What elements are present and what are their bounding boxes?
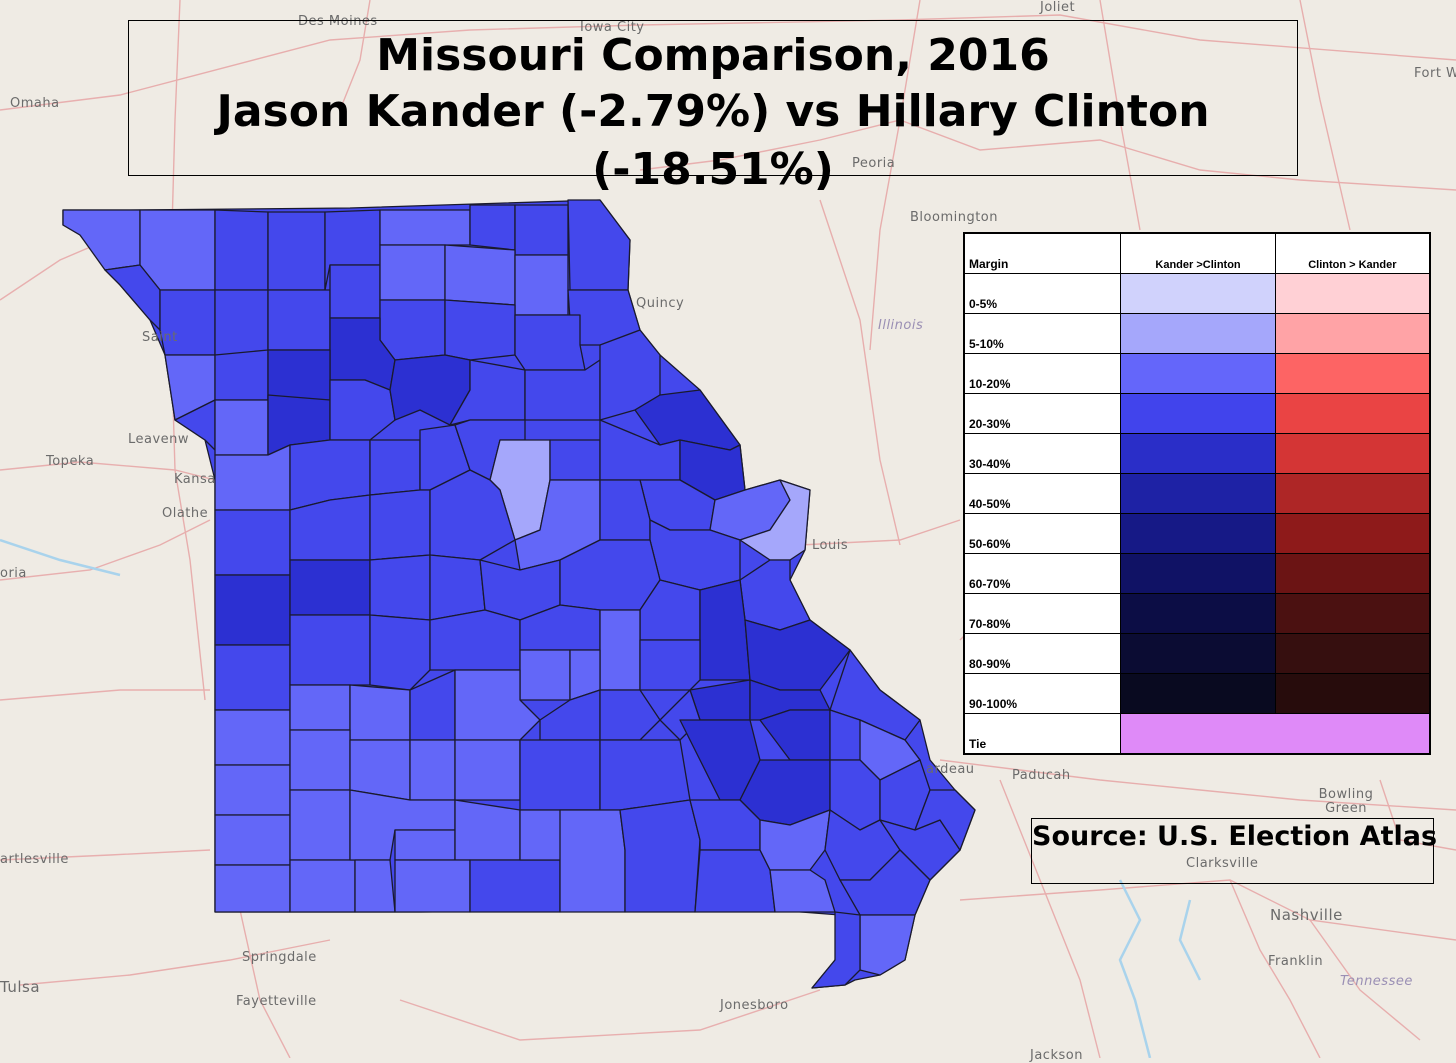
city-label: Quincy (636, 296, 685, 311)
legend-row: 20-30% (963, 393, 1431, 434)
legend-clinton-swatch (1274, 633, 1431, 674)
legend-clinton-swatch (1274, 393, 1431, 434)
city-label: Paducah (1012, 768, 1071, 783)
margin-legend: Margin Kander >Clinton Clinton > Kander … (963, 232, 1431, 755)
legend-row: 70-80% (963, 593, 1431, 634)
legend-clinton-swatch (1274, 273, 1431, 314)
legend-range-label: 30-40% (963, 433, 1122, 474)
legend-range-label: 10-20% (963, 353, 1122, 394)
city-label: Fort W (1414, 66, 1456, 81)
city-label: Nashville (1270, 906, 1343, 924)
city-label: Fayetteville (236, 994, 317, 1009)
legend-range-label: 50-60% (963, 513, 1122, 554)
legend-range-label: 60-70% (963, 553, 1122, 594)
source-label: Source: U.S. Election Atlas (1032, 821, 1438, 852)
city-label: Olathe (162, 506, 209, 521)
legend-kander-swatch (1120, 273, 1276, 314)
city-label: Louis (812, 538, 849, 553)
legend-kander-swatch (1120, 593, 1276, 634)
map-subtitle: Jason Kander (-2.79%) vs Hillary Clinton… (216, 86, 1210, 195)
city-label: Franklin (1268, 954, 1324, 969)
legend-table: Margin Kander >Clinton Clinton > Kander … (963, 233, 1431, 754)
city-label: Springdale (242, 950, 317, 965)
source-box: Source: U.S. Election Atlas (1031, 818, 1438, 884)
legend-range-label: 20-30% (963, 393, 1122, 434)
legend-row: 90-100% (963, 673, 1431, 714)
legend-row: 50-60% (963, 513, 1431, 554)
legend-row: 5-10% (963, 313, 1431, 354)
legend-range-label: 5-10% (963, 313, 1122, 354)
legend-row: 30-40% (963, 433, 1431, 474)
legend-clinton-swatch (1274, 593, 1431, 634)
legend-clinton-swatch (1274, 353, 1431, 394)
legend-clinton-swatch (1274, 473, 1431, 514)
legend-kander-swatch (1120, 433, 1276, 474)
legend-range-label: 80-90% (963, 633, 1122, 674)
city-label: artlesville (0, 852, 69, 867)
legend-range-label: 90-100% (963, 673, 1122, 714)
city-label: Saint (142, 330, 178, 345)
city-label: Jackson (1030, 1048, 1083, 1063)
city-label: Bloomington (910, 210, 998, 225)
city-label: Tulsa (0, 978, 41, 996)
legend-kander-swatch (1120, 353, 1276, 394)
legend-kander-swatch (1120, 553, 1276, 594)
city-label: Omaha (10, 96, 60, 111)
state-label: Illinois (878, 318, 924, 333)
city-label: Jonesboro (720, 998, 789, 1013)
city-label: Joliet (1040, 0, 1076, 15)
legend-clinton-swatch (1274, 513, 1431, 554)
legend-tie-swatch (1120, 713, 1430, 754)
legend-row: 40-50% (963, 473, 1431, 514)
legend-kander-swatch (1120, 473, 1276, 514)
basemap-water (0, 538, 1202, 1058)
city-label: Leavenw (128, 432, 190, 447)
legend-header-row: Margin Kander >Clinton Clinton > Kander (963, 233, 1431, 274)
legend-row: 10-20% (963, 353, 1431, 394)
city-label: oria (0, 566, 27, 581)
legend-header-clinton: Clinton > Kander (1274, 233, 1431, 274)
legend-row: 80-90% (963, 633, 1431, 674)
map-title: Missouri Comparison, 2016 (376, 30, 1050, 81)
city-label: Bowling Green (1318, 787, 1374, 816)
county-polygons (62, 199, 976, 989)
legend-kander-swatch (1120, 513, 1276, 554)
city-label: Iowa City (580, 20, 645, 35)
city-label: Des Moines (298, 14, 378, 29)
legend-range-label: 40-50% (963, 473, 1122, 514)
legend-kander-swatch (1120, 393, 1276, 434)
legend-clinton-swatch (1274, 433, 1431, 474)
legend-range-label: 70-80% (963, 593, 1122, 634)
city-label: Kansa (174, 472, 216, 487)
legend-tie-row: Tie (963, 713, 1430, 754)
legend-clinton-swatch (1274, 313, 1431, 354)
city-label: ardeau (926, 762, 975, 777)
legend-range-label: 0-5% (963, 273, 1122, 314)
legend-row: 60-70% (963, 553, 1431, 594)
legend-kander-swatch (1120, 633, 1276, 674)
state-label: Tennessee (1340, 974, 1413, 989)
legend-row: 0-5% (963, 273, 1431, 314)
map-title-box: Missouri Comparison, 2016 Jason Kander (… (128, 20, 1298, 195)
city-label: Clarksville (1186, 856, 1259, 871)
city-label: Peoria (852, 156, 896, 171)
legend-kander-swatch (1120, 313, 1276, 354)
legend-tie-label: Tie (963, 713, 1122, 754)
legend-clinton-swatch (1274, 553, 1431, 594)
legend-header-margin: Margin (963, 233, 1122, 274)
legend-kander-swatch (1120, 673, 1276, 714)
city-label: Topeka (46, 454, 95, 469)
legend-header-kander: Kander >Clinton (1120, 233, 1276, 274)
legend-clinton-swatch (1274, 673, 1431, 714)
